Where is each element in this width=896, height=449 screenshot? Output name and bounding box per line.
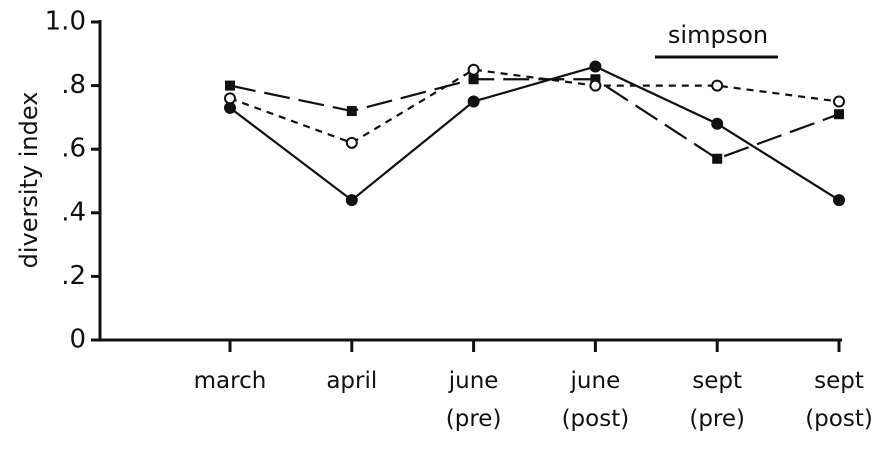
y-tick-label: .6: [61, 134, 86, 164]
marker: [468, 74, 479, 85]
marker: [590, 74, 601, 85]
x-tick-label: sept (pre): [689, 368, 746, 432]
y-tick-label: .2: [61, 261, 86, 291]
marker: [224, 101, 236, 114]
marker: [224, 92, 236, 105]
marker: [225, 80, 235, 91]
marker: [833, 194, 845, 207]
marker: [467, 63, 480, 76]
x-tick-label: june (post): [561, 368, 630, 432]
x-tick-label: june (pre): [445, 368, 502, 432]
marker: [834, 109, 844, 120]
marker: [711, 117, 724, 130]
marker: [346, 106, 357, 117]
marker: [589, 60, 602, 73]
y-tick-label: .4: [61, 197, 86, 227]
marker: [467, 95, 480, 108]
marker: [712, 153, 723, 164]
marker: [711, 79, 724, 92]
x-tick-label: march: [193, 368, 267, 394]
marker: [589, 79, 602, 92]
chart-title: simpson: [668, 21, 768, 49]
marker: [345, 194, 358, 207]
marker: [833, 95, 845, 108]
y-tick-label: 1.0: [45, 7, 86, 37]
marker: [345, 136, 358, 149]
y-axis-label: diversity index: [15, 92, 43, 269]
series-line: [229, 65, 840, 202]
x-tick-label: sept (post): [805, 368, 873, 432]
x-tick-label: april: [326, 368, 378, 394]
y-tick-label: .8: [61, 70, 86, 100]
y-tick-label: 0: [69, 325, 86, 355]
series-line: [229, 78, 840, 160]
series-line: [229, 68, 840, 145]
